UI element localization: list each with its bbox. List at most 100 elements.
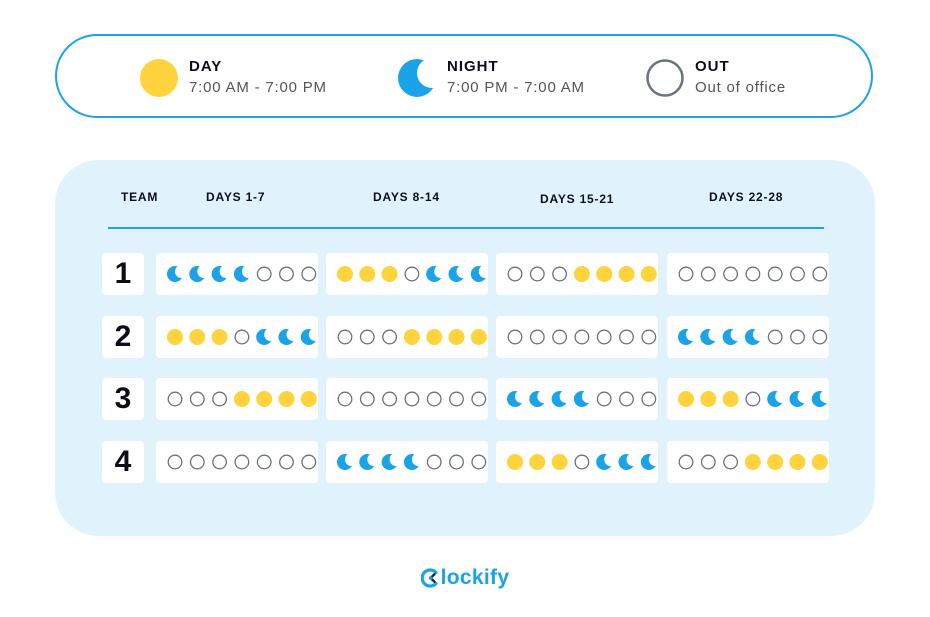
day-shift-icon <box>167 329 183 345</box>
out-of-office-icon <box>382 391 398 407</box>
week-shifts <box>337 454 487 470</box>
day-shift-icon <box>618 266 635 282</box>
week-cell-team-2-week-2 <box>326 316 488 358</box>
night-shift-icon <box>596 454 613 470</box>
out-of-office-icon <box>619 329 634 345</box>
day-shift-icon <box>278 391 295 407</box>
day-shift-icon <box>448 329 465 345</box>
week-shifts <box>678 266 828 282</box>
legend: DAY 7:00 AM - 7:00 PM NIGHT 7:00 PM - 7:… <box>55 34 873 118</box>
out-of-office-icon <box>189 391 205 407</box>
week-shifts <box>337 329 487 345</box>
week-cell-team-3-week-1 <box>156 378 318 420</box>
out-of-office-icon <box>167 391 183 407</box>
schedule-panel: TEAM DAYS 1-7 DAYS 8-14 DAYS 15-21 DAYS … <box>55 160 875 536</box>
out-of-office-icon <box>212 454 228 470</box>
week-shifts <box>337 391 487 407</box>
out-of-office-icon <box>256 266 272 282</box>
legend-night-subtitle: 7:00 PM - 7:00 AM <box>447 79 585 96</box>
out-of-office-icon <box>337 391 353 407</box>
week-cell-team-2-week-4 <box>667 316 829 358</box>
night-shift-icon <box>381 454 398 470</box>
out-of-office-icon <box>723 454 739 470</box>
day-shift-icon <box>403 329 420 345</box>
out-of-office-icon <box>189 454 205 470</box>
week-cell-team-3-week-2 <box>326 378 488 420</box>
out-of-office-icon <box>619 391 634 407</box>
night-shift-icon <box>767 391 784 407</box>
out-of-office-icon <box>700 454 716 470</box>
out-of-office-icon <box>404 266 420 282</box>
out-of-office-icon <box>359 391 375 407</box>
out-of-office-icon <box>234 329 250 345</box>
day-shift-icon <box>211 329 228 345</box>
week-cell-team-3-week-4 <box>667 378 829 420</box>
sun-icon <box>140 59 178 97</box>
night-shift-icon <box>189 266 206 282</box>
header-days-22-28: DAYS 22-28 <box>709 190 784 204</box>
team-number-4: 4 <box>102 441 144 483</box>
week-cell-team-1-week-4 <box>667 253 829 295</box>
legend-day-subtitle: 7:00 AM - 7:00 PM <box>189 79 327 96</box>
night-shift-icon <box>359 454 376 470</box>
header-team: TEAM <box>121 190 159 204</box>
day-shift-icon <box>640 266 657 282</box>
night-shift-icon <box>811 391 828 407</box>
day-shift-icon <box>789 454 806 470</box>
out-of-office-icon <box>404 391 420 407</box>
out-of-office-icon <box>678 454 694 470</box>
out-of-office-icon <box>552 266 568 282</box>
out-of-office-icon <box>812 266 828 282</box>
out-of-office-icon <box>471 391 487 407</box>
out-of-office-icon <box>790 329 805 345</box>
header-days-1-7: DAYS 1-7 <box>206 190 266 204</box>
night-shift-icon <box>678 329 694 345</box>
day-shift-icon <box>767 454 784 470</box>
night-shift-icon <box>700 329 717 345</box>
out-of-office-icon <box>529 329 545 345</box>
out-of-office-icon <box>426 391 442 407</box>
night-shift-icon <box>167 266 183 282</box>
out-of-office-icon <box>596 329 612 345</box>
week-shifts <box>167 454 317 470</box>
week-cell-team-3-week-3 <box>496 378 658 420</box>
day-shift-icon <box>189 329 206 345</box>
out-of-office-icon <box>812 329 828 345</box>
day-shift-icon <box>426 329 443 345</box>
out-of-office-icon <box>234 454 250 470</box>
out-of-office-icon <box>212 391 228 407</box>
out-of-office-icon <box>507 266 523 282</box>
day-shift-icon <box>700 391 717 407</box>
brand-name: lockify <box>440 566 510 589</box>
clockify-c-icon <box>420 568 438 588</box>
night-shift-icon <box>618 454 635 470</box>
out-of-office-icon <box>449 391 464 407</box>
day-shift-icon <box>470 329 487 345</box>
night-shift-icon <box>426 266 443 282</box>
header-divider <box>108 227 824 229</box>
legend-night-title: NIGHT <box>447 58 499 75</box>
night-shift-icon <box>278 329 295 345</box>
day-shift-icon <box>359 266 376 282</box>
night-shift-icon <box>529 391 546 407</box>
day-shift-icon <box>678 391 694 407</box>
week-shifts <box>678 454 828 470</box>
legend-out-subtitle: Out of office <box>695 79 787 96</box>
week-cell-team-1-week-3 <box>496 253 658 295</box>
week-cell-team-4-week-3 <box>496 441 658 483</box>
night-shift-icon <box>256 329 273 345</box>
day-shift-icon <box>744 454 761 470</box>
day-shift-icon <box>811 454 828 470</box>
out-of-office-icon <box>641 391 657 407</box>
out-of-office-icon <box>382 329 398 345</box>
night-shift-icon <box>233 266 250 282</box>
out-of-office-icon <box>279 266 294 282</box>
week-cell-team-2-week-3 <box>496 316 658 358</box>
day-shift-icon <box>722 391 739 407</box>
week-cell-team-4-week-4 <box>667 441 829 483</box>
out-of-office-icon <box>790 266 805 282</box>
day-shift-icon <box>233 391 250 407</box>
out-of-office-icon <box>167 454 183 470</box>
out-of-office-icon <box>337 329 353 345</box>
week-cell-team-1-week-2 <box>326 253 488 295</box>
